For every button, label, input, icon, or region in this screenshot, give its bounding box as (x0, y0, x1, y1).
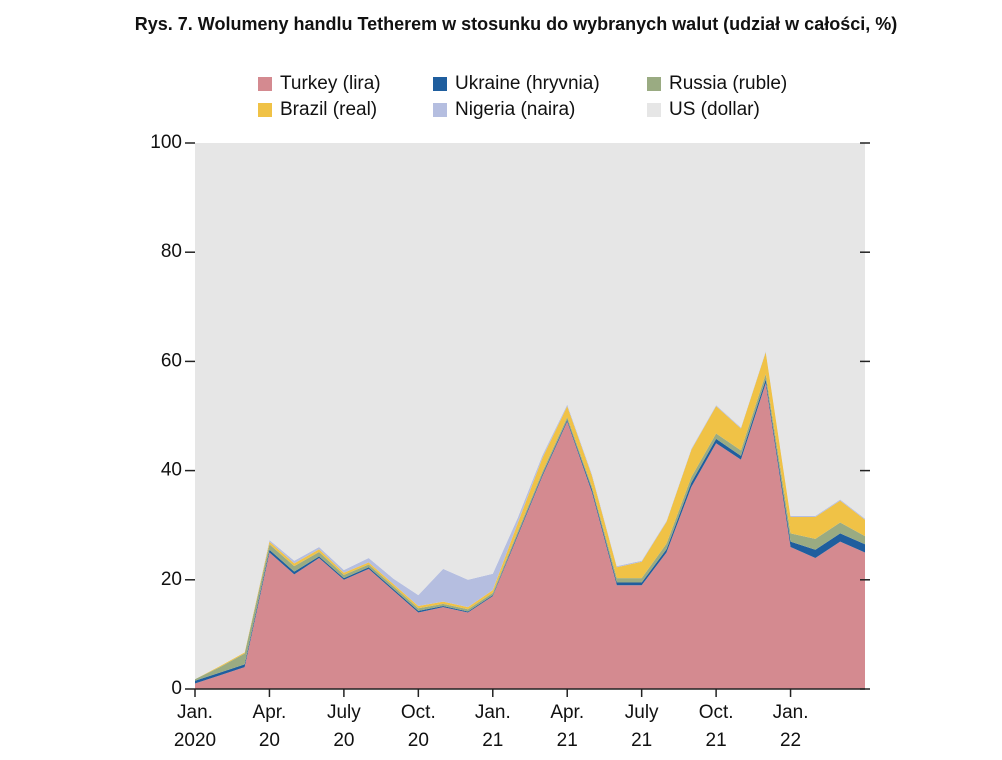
x-tick-label: Jan. (773, 702, 809, 723)
legend-label: Turkey (lira) (280, 73, 381, 94)
legend-swatch (433, 77, 447, 91)
legend-label: US (dollar) (669, 99, 760, 120)
x-tick-label: 22 (780, 730, 801, 751)
x-tick-label: Oct. (699, 702, 734, 723)
y-tick-label: 40 (161, 460, 182, 481)
x-tick-label: 21 (706, 730, 727, 751)
area (195, 143, 865, 680)
x-tick-label: 2020 (174, 730, 216, 751)
y-tick-label: 20 (161, 569, 182, 590)
x-tick-label: 20 (259, 730, 280, 751)
x-tick-label: 20 (333, 730, 354, 751)
legend-swatch (258, 103, 272, 117)
y-tick-label: 0 (171, 678, 182, 699)
x-tick-label: 21 (631, 730, 652, 751)
chart-title: Rys. 7. Wolumeny handlu Tetherem w stosu… (135, 14, 897, 34)
x-tick-label: July (327, 702, 361, 723)
x-tick-label: Oct. (401, 702, 436, 723)
x-tick-label: July (625, 702, 659, 723)
legend-label: Ukraine (hryvnia) (455, 73, 600, 94)
legend-label: Nigeria (naira) (455, 99, 575, 120)
area (195, 383, 865, 689)
x-tick-label: Apr. (253, 702, 287, 723)
x-tick-label: Jan. (475, 702, 511, 723)
x-tick-label: 21 (482, 730, 503, 751)
legend-label: Brazil (real) (280, 99, 377, 120)
y-tick-label: 100 (150, 132, 182, 153)
legend-swatch (647, 77, 661, 91)
legend-swatch (258, 77, 272, 91)
x-tick-label: 21 (557, 730, 578, 751)
x-tick-label: 20 (408, 730, 429, 751)
legend-swatch (647, 103, 661, 117)
x-tick-label: Apr. (550, 702, 584, 723)
y-tick-label: 60 (161, 350, 182, 371)
legend-label: Russia (ruble) (669, 73, 787, 94)
y-tick-label: 80 (161, 241, 182, 262)
legend-swatch (433, 103, 447, 117)
x-tick-label: Jan. (177, 702, 213, 723)
